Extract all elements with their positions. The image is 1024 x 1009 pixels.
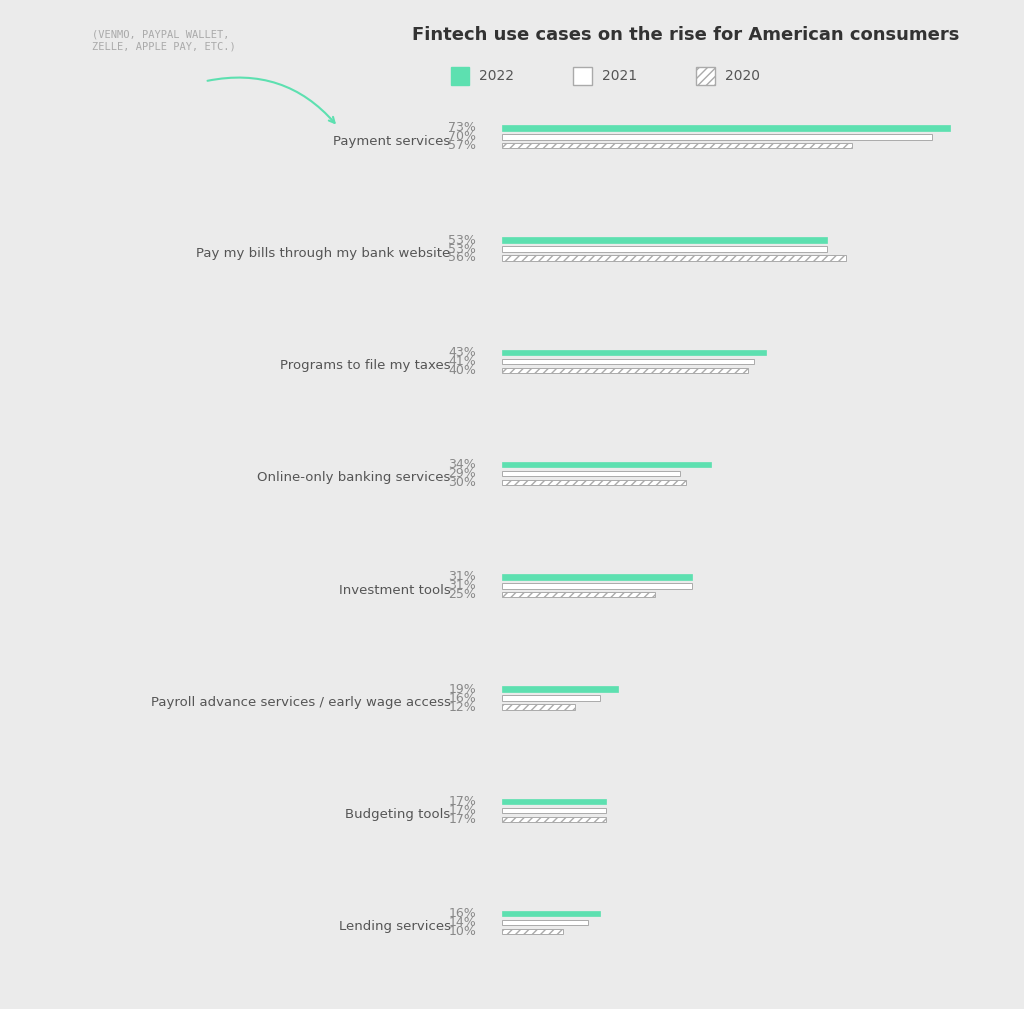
Text: 40%: 40% <box>449 364 476 376</box>
Text: Budgeting tools: Budgeting tools <box>345 808 451 821</box>
Text: 25%: 25% <box>449 588 476 601</box>
Text: Pay my bills through my bank website: Pay my bills through my bank website <box>197 247 451 260</box>
Text: 34%: 34% <box>449 458 476 471</box>
Text: Fintech use cases on the rise for American consumers: Fintech use cases on the rise for Americ… <box>413 26 959 44</box>
Text: Payment services: Payment services <box>333 135 451 147</box>
Text: 2022: 2022 <box>479 69 514 83</box>
Text: Payroll advance services / early wage access: Payroll advance services / early wage ac… <box>151 696 451 709</box>
Text: 56%: 56% <box>449 251 476 264</box>
Text: 19%: 19% <box>449 683 476 695</box>
Text: 17%: 17% <box>449 813 476 825</box>
Text: 43%: 43% <box>449 346 476 359</box>
Text: 17%: 17% <box>449 795 476 808</box>
Text: 53%: 53% <box>449 242 476 255</box>
Text: 10%: 10% <box>449 925 476 938</box>
Text: Lending services: Lending services <box>339 920 451 933</box>
Text: 12%: 12% <box>449 700 476 713</box>
Text: 17%: 17% <box>449 804 476 817</box>
Text: Investment tools: Investment tools <box>339 584 451 596</box>
Text: 16%: 16% <box>449 691 476 704</box>
Text: 29%: 29% <box>449 467 476 480</box>
Text: 31%: 31% <box>449 579 476 592</box>
Text: 73%: 73% <box>449 121 476 134</box>
Text: 30%: 30% <box>449 476 476 489</box>
Text: Online-only banking services: Online-only banking services <box>257 471 451 484</box>
Text: 14%: 14% <box>449 916 476 929</box>
Text: 16%: 16% <box>449 907 476 920</box>
Text: (VENMO, PAYPAL WALLET,
ZELLE, APPLE PAY, ETC.): (VENMO, PAYPAL WALLET, ZELLE, APPLE PAY,… <box>92 29 236 51</box>
Text: 57%: 57% <box>449 139 476 152</box>
Text: Programs to file my taxes: Programs to file my taxes <box>280 359 451 372</box>
Text: 53%: 53% <box>449 234 476 246</box>
Text: 2021: 2021 <box>602 69 637 83</box>
Text: 70%: 70% <box>449 130 476 143</box>
Text: 31%: 31% <box>449 570 476 583</box>
Text: 41%: 41% <box>449 355 476 368</box>
Text: 2020: 2020 <box>725 69 760 83</box>
